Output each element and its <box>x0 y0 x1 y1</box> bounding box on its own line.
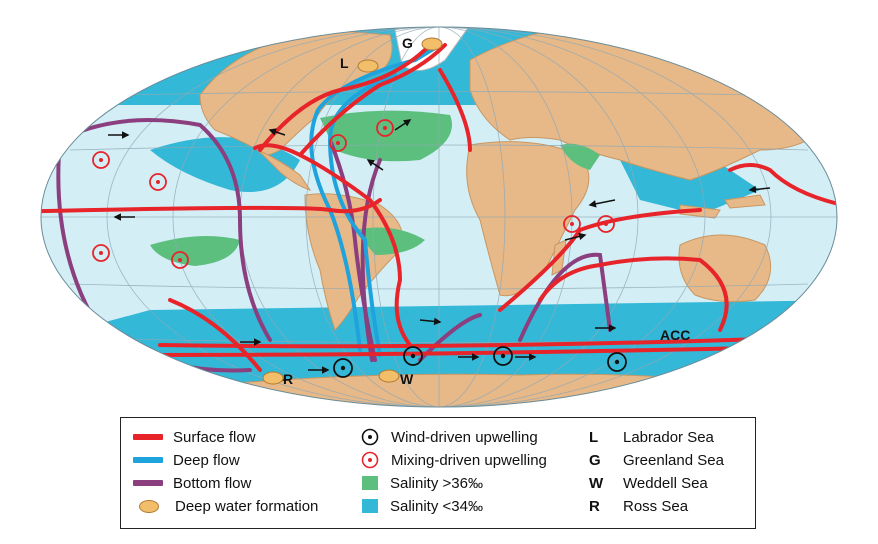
legend-salinity-high: Salinity >36‰ <box>362 472 483 494</box>
legend-key: L <box>589 428 599 446</box>
central-america <box>257 149 312 191</box>
legend-label: Deep flow <box>173 451 240 469</box>
flow-arrows <box>108 119 771 384</box>
legend-label: Deep water formation <box>175 497 319 515</box>
legend-key: W <box>589 474 604 492</box>
legend-weddell: W Weddell Sea <box>589 472 708 494</box>
legend-salinity-low: Salinity <34‰ <box>362 495 483 517</box>
legend-label: Greenland Sea <box>623 451 724 469</box>
wind-upwelling-markers <box>333 346 627 378</box>
label-weddell-w: W <box>400 371 414 387</box>
legend-key: R <box>589 497 600 515</box>
formation-swatch <box>139 499 159 513</box>
legend-label: Salinity >36‰ <box>390 474 483 492</box>
legend-surface-flow: Surface flow <box>133 426 256 448</box>
deep-water-formation-sites <box>262 37 443 385</box>
surface-flow-swatch <box>133 434 163 440</box>
map-border <box>40 26 838 408</box>
mixing-upwelling-markers <box>92 119 615 269</box>
bottom-flow-swatch <box>133 480 163 486</box>
surface-flow-lines <box>41 43 837 372</box>
salinity-low-swatch <box>362 499 378 513</box>
legend-label: Bottom flow <box>173 474 252 492</box>
legend: Surface flow Deep flow Bottom flow Deep … <box>120 417 756 529</box>
legend-label: Wind-driven upwelling <box>391 428 538 446</box>
label-acc: ACC <box>660 327 690 343</box>
legend-label: Ross Sea <box>623 497 689 515</box>
wind-upwelling-icon <box>361 428 379 446</box>
legend-mixing-upwelling: Mixing-driven upwelling <box>361 449 547 471</box>
legend-ross: R Ross Sea <box>589 495 688 517</box>
legend-deep-water-formation: Deep water formation <box>133 495 318 517</box>
legend-label: Weddell Sea <box>623 474 708 492</box>
deep-flow-swatch <box>133 457 163 463</box>
legend-key: G <box>589 451 601 469</box>
legend-bottom-flow: Bottom flow <box>133 472 251 494</box>
legend-deep-flow: Deep flow <box>133 449 240 471</box>
legend-greenland: G Greenland Sea <box>589 449 724 471</box>
legend-label: Mixing-driven upwelling <box>391 451 547 469</box>
legend-label: Surface flow <box>173 428 256 446</box>
label-labrador-l: L <box>340 55 349 71</box>
mixing-upwelling-icon <box>361 451 379 469</box>
salinity-high-swatch <box>362 476 378 490</box>
graticule <box>41 27 837 407</box>
legend-wind-upwelling: Wind-driven upwelling <box>361 426 538 448</box>
legend-label: Labrador Sea <box>623 428 714 446</box>
label-ross-r: R <box>283 371 293 387</box>
legend-labrador: L Labrador Sea <box>589 426 714 448</box>
ocean-circulation-map: G L R W ACC <box>40 26 838 408</box>
label-greenland-g: G <box>402 35 413 51</box>
legend-label: Salinity <34‰ <box>390 497 483 515</box>
